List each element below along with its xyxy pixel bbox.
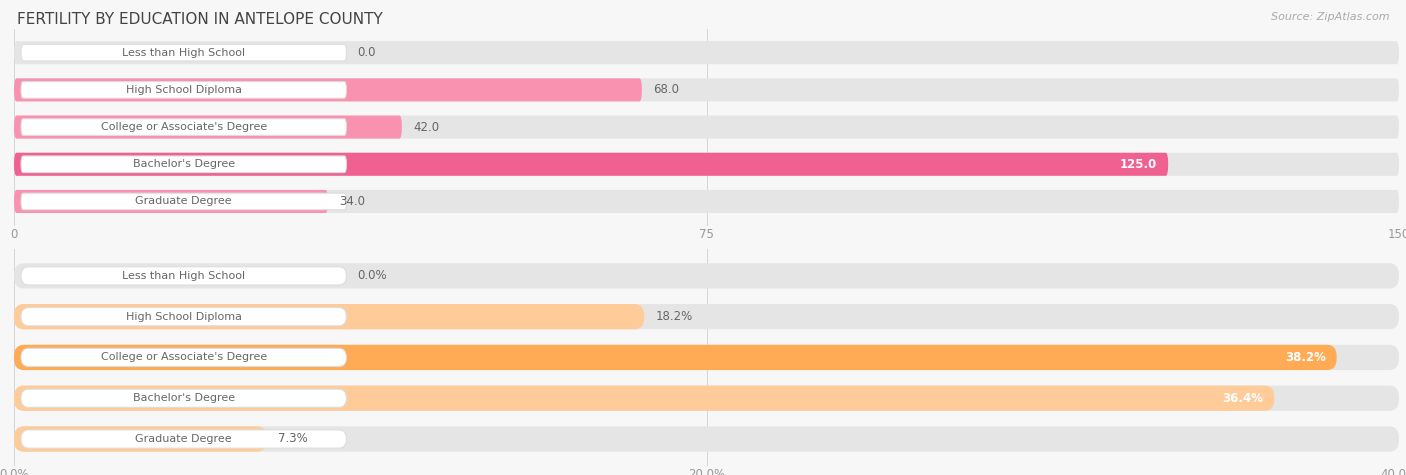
FancyBboxPatch shape bbox=[14, 153, 1399, 176]
Text: 36.4%: 36.4% bbox=[1222, 392, 1263, 405]
FancyBboxPatch shape bbox=[14, 115, 402, 139]
FancyBboxPatch shape bbox=[14, 263, 1399, 288]
FancyBboxPatch shape bbox=[21, 82, 346, 98]
Text: 0.0%: 0.0% bbox=[357, 269, 387, 282]
FancyBboxPatch shape bbox=[21, 267, 346, 285]
FancyBboxPatch shape bbox=[14, 153, 1168, 176]
Text: College or Associate's Degree: College or Associate's Degree bbox=[101, 352, 267, 362]
Text: 68.0: 68.0 bbox=[652, 84, 679, 96]
Text: 125.0: 125.0 bbox=[1119, 158, 1157, 171]
Text: Source: ZipAtlas.com: Source: ZipAtlas.com bbox=[1271, 12, 1389, 22]
Text: FERTILITY BY EDUCATION IN ANTELOPE COUNTY: FERTILITY BY EDUCATION IN ANTELOPE COUNT… bbox=[17, 12, 382, 27]
FancyBboxPatch shape bbox=[21, 44, 346, 61]
FancyBboxPatch shape bbox=[14, 78, 1399, 101]
Text: 18.2%: 18.2% bbox=[655, 310, 693, 323]
FancyBboxPatch shape bbox=[14, 78, 643, 101]
FancyBboxPatch shape bbox=[21, 119, 346, 135]
Text: 7.3%: 7.3% bbox=[278, 433, 308, 446]
Text: Bachelor's Degree: Bachelor's Degree bbox=[132, 159, 235, 169]
Text: 38.2%: 38.2% bbox=[1285, 351, 1326, 364]
FancyBboxPatch shape bbox=[14, 427, 1399, 452]
FancyBboxPatch shape bbox=[14, 190, 328, 213]
FancyBboxPatch shape bbox=[14, 386, 1274, 411]
Text: 42.0: 42.0 bbox=[413, 121, 439, 133]
FancyBboxPatch shape bbox=[14, 345, 1337, 370]
FancyBboxPatch shape bbox=[14, 41, 1399, 64]
FancyBboxPatch shape bbox=[21, 193, 346, 210]
Text: Less than High School: Less than High School bbox=[122, 271, 245, 281]
FancyBboxPatch shape bbox=[21, 348, 346, 367]
Text: Graduate Degree: Graduate Degree bbox=[135, 434, 232, 444]
FancyBboxPatch shape bbox=[14, 304, 1399, 329]
FancyBboxPatch shape bbox=[14, 190, 1399, 213]
Text: Bachelor's Degree: Bachelor's Degree bbox=[132, 393, 235, 403]
FancyBboxPatch shape bbox=[14, 304, 644, 329]
Text: College or Associate's Degree: College or Associate's Degree bbox=[101, 122, 267, 132]
Text: Graduate Degree: Graduate Degree bbox=[135, 197, 232, 207]
Text: 0.0: 0.0 bbox=[357, 46, 375, 59]
FancyBboxPatch shape bbox=[14, 386, 1399, 411]
Text: High School Diploma: High School Diploma bbox=[125, 85, 242, 95]
FancyBboxPatch shape bbox=[14, 345, 1399, 370]
FancyBboxPatch shape bbox=[21, 307, 346, 326]
Text: High School Diploma: High School Diploma bbox=[125, 312, 242, 322]
FancyBboxPatch shape bbox=[21, 430, 346, 448]
Text: 34.0: 34.0 bbox=[339, 195, 366, 208]
FancyBboxPatch shape bbox=[14, 427, 267, 452]
FancyBboxPatch shape bbox=[14, 115, 1399, 139]
FancyBboxPatch shape bbox=[21, 389, 346, 408]
Text: Less than High School: Less than High School bbox=[122, 48, 245, 57]
FancyBboxPatch shape bbox=[21, 156, 346, 172]
